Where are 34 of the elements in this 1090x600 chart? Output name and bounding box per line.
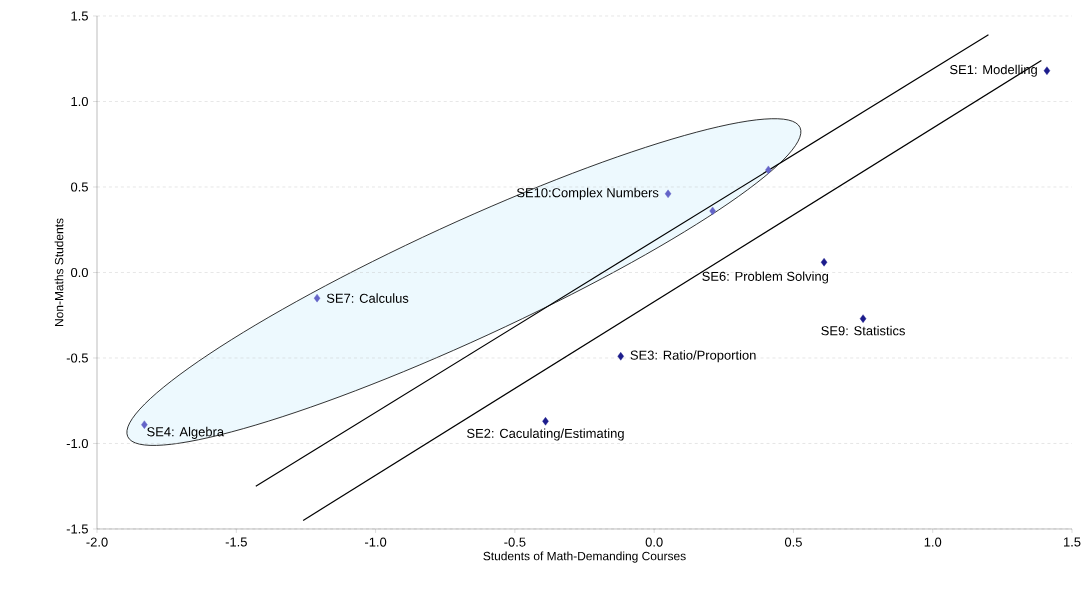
annotation: SE3: Ratio/Proportion	[630, 350, 756, 363]
annotation: SE7: Calculus	[326, 293, 409, 303]
y-tick-label: -1.5	[66, 524, 88, 534]
point	[542, 417, 549, 426]
y-tick-label: 1.0	[71, 96, 88, 107]
point	[709, 206, 716, 216]
annotation: SE10:Complex Numbers	[516, 187, 659, 200]
x-tick-label: -2.0	[86, 537, 108, 547]
x-tick-label: 0.0	[645, 537, 663, 547]
point	[859, 314, 867, 323]
y-tick-label: 0.5	[70, 182, 88, 192]
y-tick-label: -1.0	[66, 438, 88, 449]
x-tick-label: -1.5	[225, 537, 247, 547]
x-tick-label: 0.5	[784, 537, 802, 547]
y-tick-label: 1.5	[71, 11, 88, 21]
x-tick-label: 1.5	[1063, 537, 1081, 547]
y-tick-label: 0.0	[70, 267, 88, 278]
annotation: SE4: Algebra	[147, 426, 225, 439]
y-tick-label: -0.5	[66, 353, 88, 363]
annotation: SE2: Caculating/Estimating	[467, 428, 624, 441]
x-tick-label: 1.0	[924, 537, 942, 547]
x-tick-label: -1.0	[365, 537, 387, 547]
annotation: SE9: Statistics	[821, 325, 905, 336]
point	[313, 293, 321, 303]
point	[1043, 66, 1051, 75]
x-tick-label: -0.5	[504, 537, 526, 547]
point	[820, 258, 828, 267]
x-axis-title: Students of Math-Demanding Courses	[483, 551, 686, 563]
point	[664, 189, 672, 199]
y-axis-title: Non-Maths Students	[54, 218, 64, 326]
point	[765, 165, 772, 175]
point	[617, 352, 624, 361]
annotation: SE6: Problem Solving	[702, 271, 829, 284]
point	[141, 420, 148, 429]
